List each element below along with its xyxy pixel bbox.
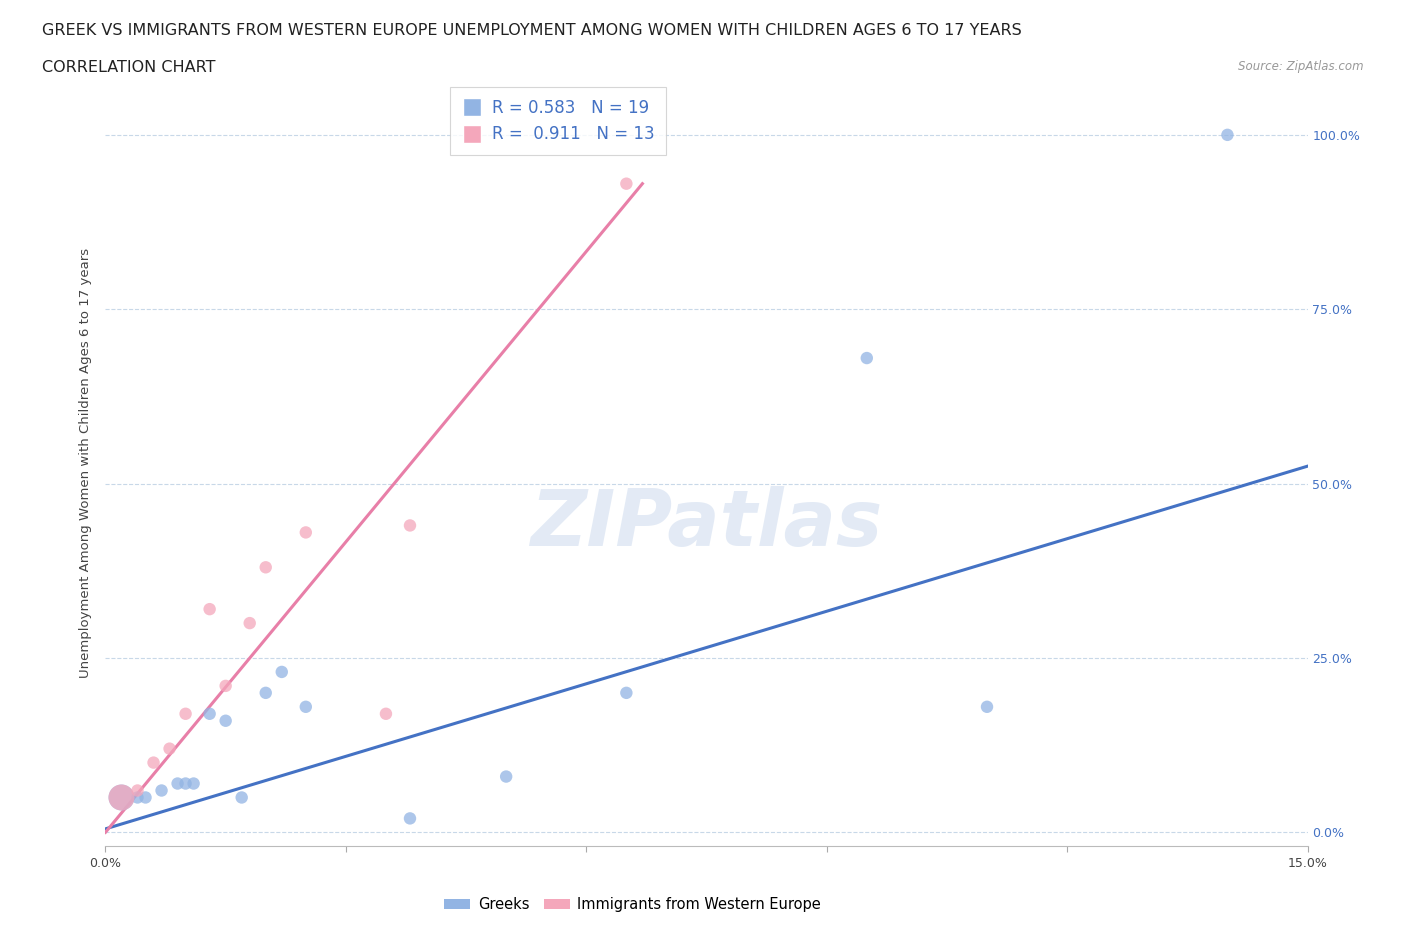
Point <box>198 602 221 617</box>
Point <box>214 713 236 728</box>
Point <box>254 560 277 575</box>
Y-axis label: Unemployment Among Women with Children Ages 6 to 17 years: Unemployment Among Women with Children A… <box>79 247 93 678</box>
Point <box>110 790 132 805</box>
Point <box>239 616 262 631</box>
Point <box>198 707 221 722</box>
Text: CORRELATION CHART: CORRELATION CHART <box>42 60 215 75</box>
Point <box>855 351 877 365</box>
Point <box>1216 127 1239 142</box>
Point <box>110 790 132 805</box>
Legend: Greeks, Immigrants from Western Europe: Greeks, Immigrants from Western Europe <box>439 891 827 918</box>
Text: Source: ZipAtlas.com: Source: ZipAtlas.com <box>1239 60 1364 73</box>
Point <box>399 811 422 826</box>
Point <box>174 776 197 790</box>
Point <box>616 685 638 700</box>
Point <box>166 776 188 790</box>
Point <box>616 177 638 192</box>
Point <box>127 783 149 798</box>
Text: GREEK VS IMMIGRANTS FROM WESTERN EUROPE UNEMPLOYMENT AMONG WOMEN WITH CHILDREN A: GREEK VS IMMIGRANTS FROM WESTERN EUROPE … <box>42 23 1022 38</box>
Text: ZIPatlas: ZIPatlas <box>530 486 883 562</box>
Point <box>254 685 277 700</box>
Point <box>295 699 318 714</box>
Point <box>174 707 197 722</box>
Point <box>159 741 181 756</box>
Legend: R = 0.583   N = 19, R =  0.911   N = 13: R = 0.583 N = 19, R = 0.911 N = 13 <box>450 87 666 155</box>
Point <box>231 790 253 805</box>
Point <box>399 518 422 533</box>
Point <box>142 755 165 770</box>
Point <box>183 776 205 790</box>
Point <box>270 665 292 680</box>
Point <box>976 699 998 714</box>
Point <box>374 707 398 722</box>
Point <box>295 525 318 540</box>
Point <box>127 790 149 805</box>
Point <box>150 783 173 798</box>
Point <box>495 769 517 784</box>
Point <box>135 790 157 805</box>
Point <box>214 679 236 694</box>
